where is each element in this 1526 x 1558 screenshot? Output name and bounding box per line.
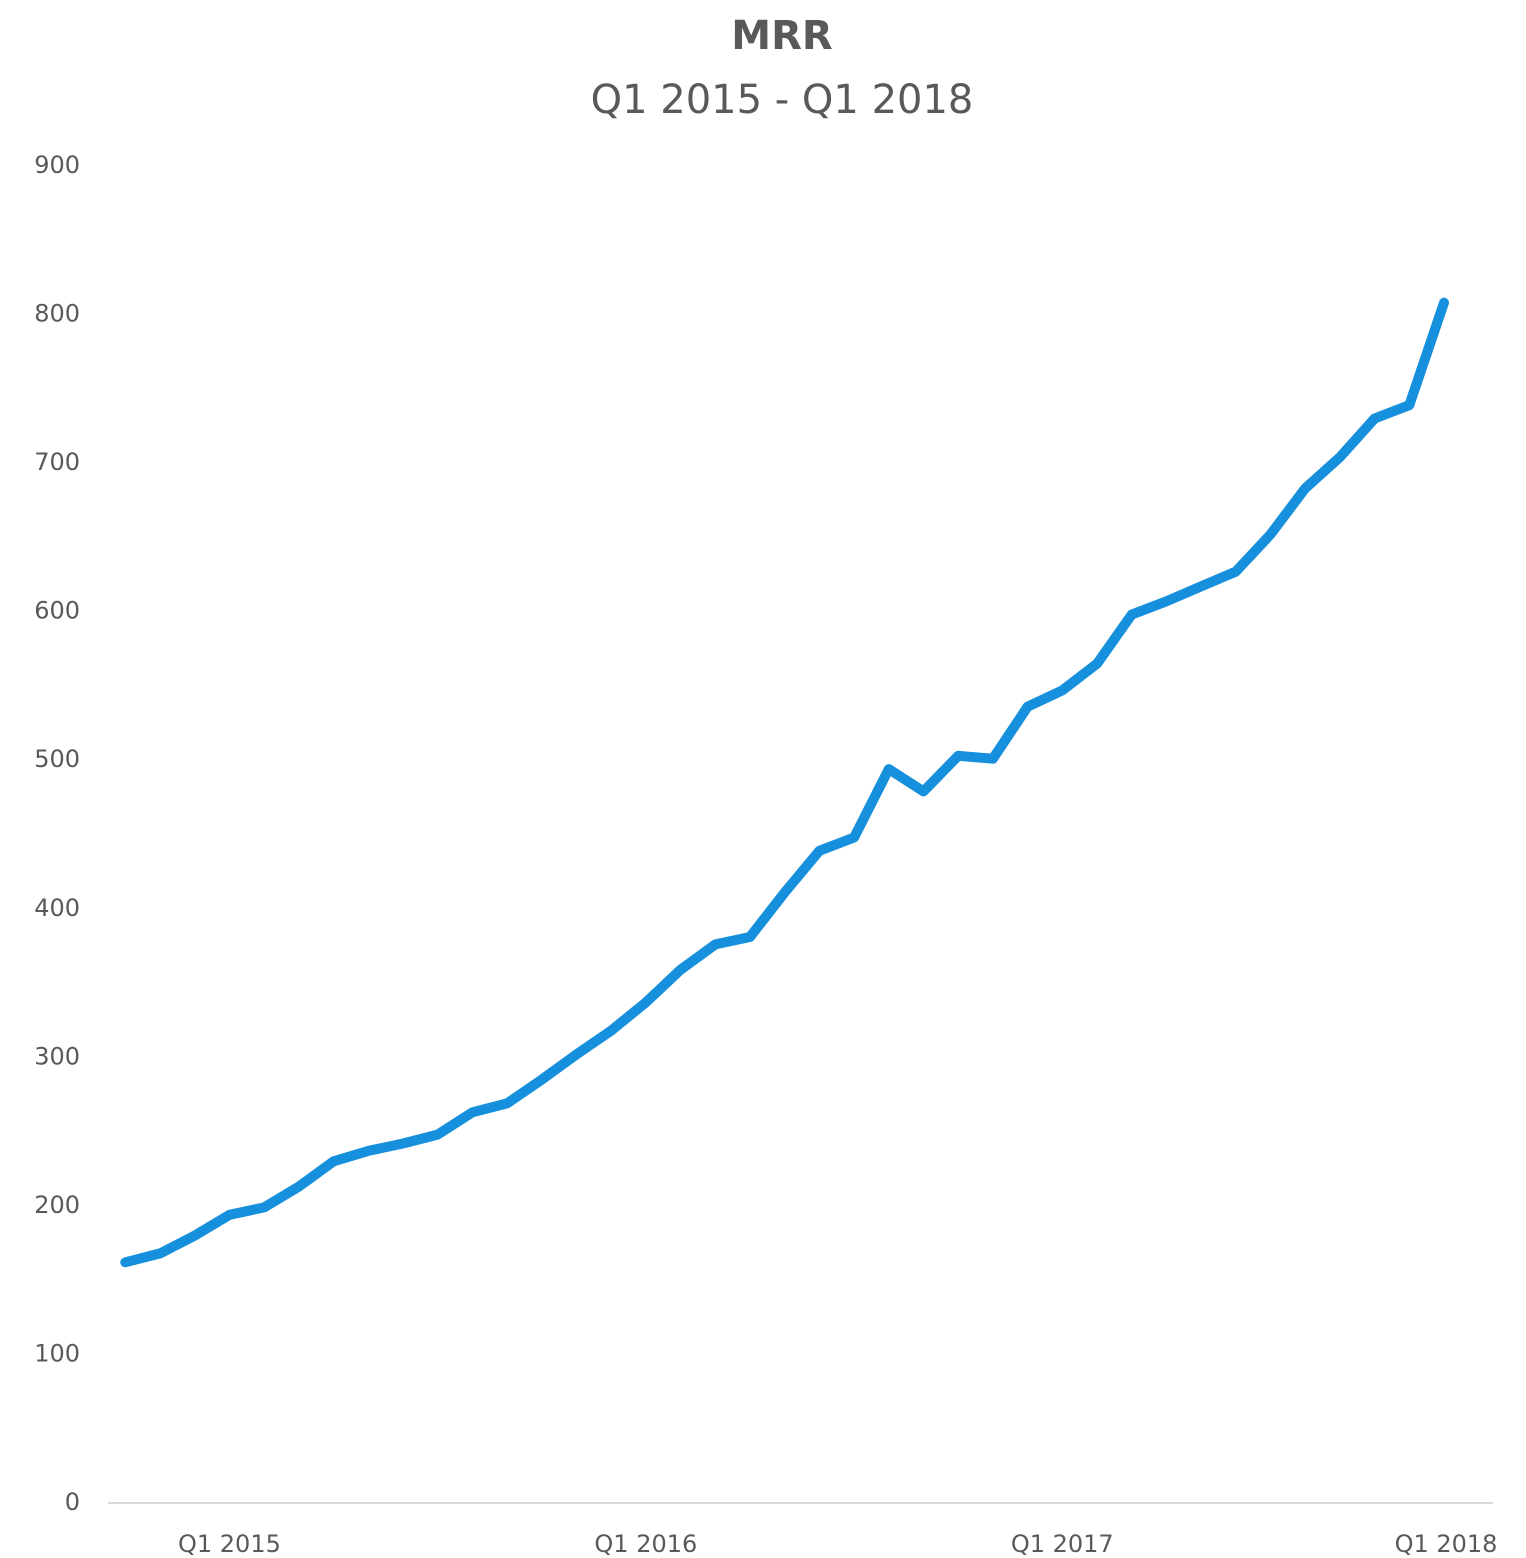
y-tick-label: 300 <box>34 1042 80 1070</box>
chart-subtitle: Q1 2015 - Q1 2018 <box>591 77 974 123</box>
y-tick-label: 700 <box>34 448 80 476</box>
chart-title: MRR <box>731 13 832 59</box>
x-tick-label: Q1 2015 <box>178 1530 281 1558</box>
y-tick-label: 900 <box>34 151 80 179</box>
x-tick-label: Q1 2016 <box>594 1530 697 1558</box>
x-tick-label: Q1 2018 <box>1395 1530 1498 1558</box>
y-tick-label: 500 <box>34 745 80 773</box>
y-tick-label: 600 <box>34 597 80 625</box>
y-tick-label: 400 <box>34 894 80 922</box>
y-tick-label: 100 <box>34 1339 80 1367</box>
x-tick-label: Q1 2017 <box>1011 1530 1114 1558</box>
line <box>120 297 1449 1268</box>
y-tick-label: 200 <box>34 1191 80 1219</box>
y-tick-label: 800 <box>34 300 80 328</box>
y-tick-label: 0 <box>65 1488 80 1516</box>
